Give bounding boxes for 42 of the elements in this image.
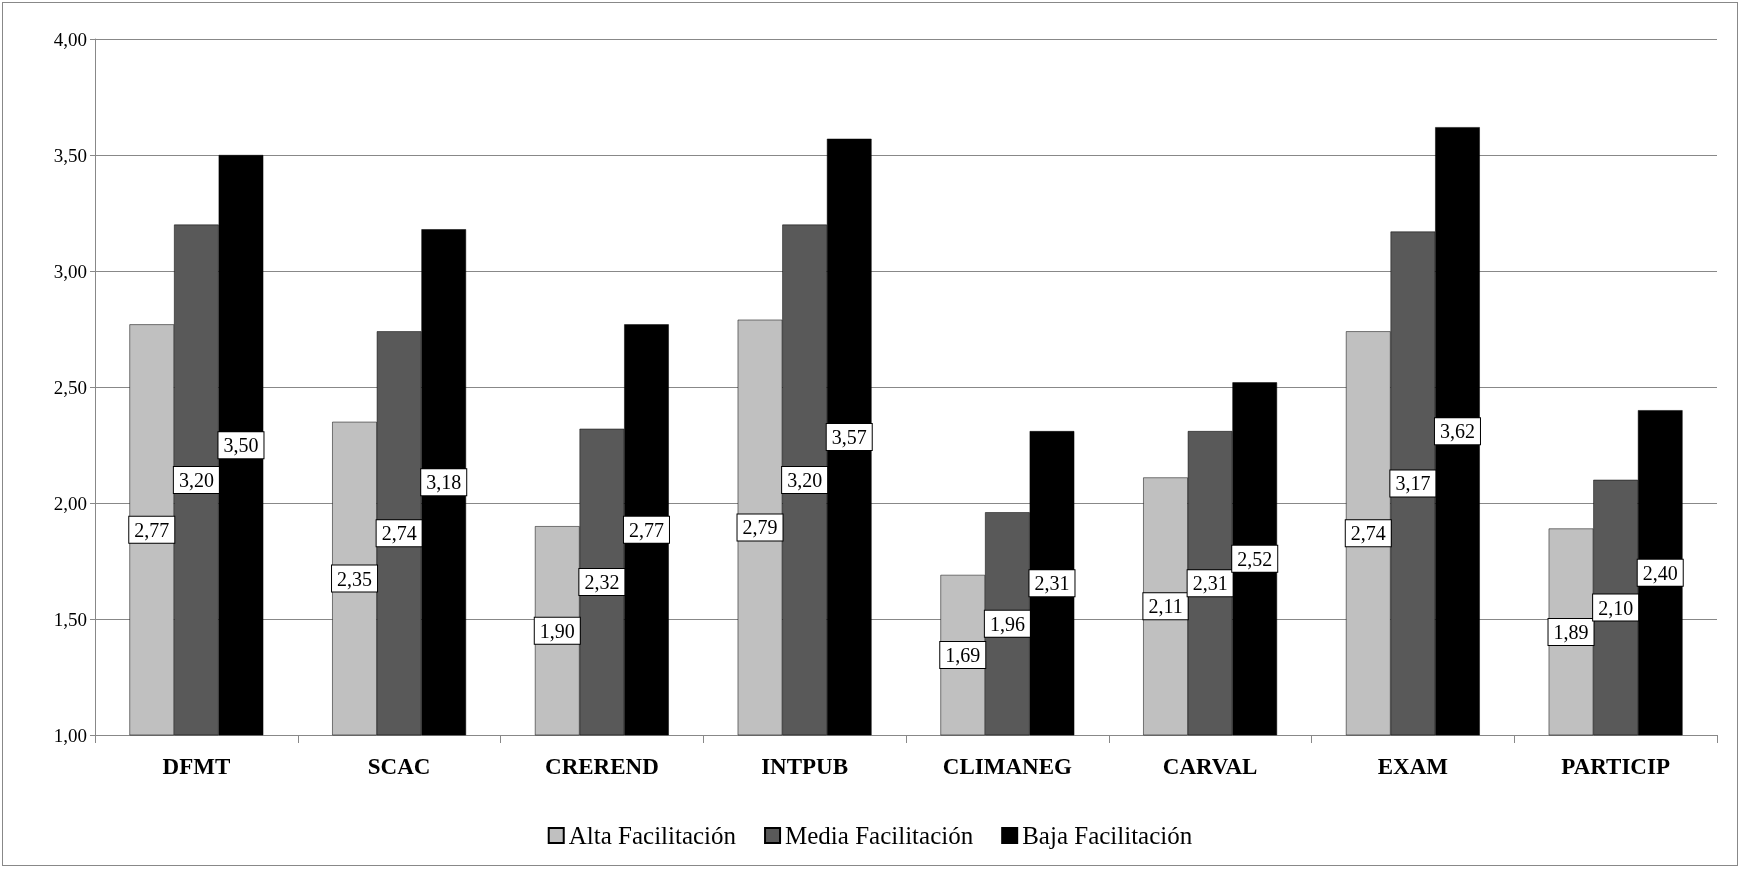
y-tick-label: 2,50 xyxy=(53,376,87,398)
data-label: 3,62 xyxy=(1439,420,1475,443)
x-tick-label: INTPUB xyxy=(761,754,849,779)
data-label: 2,77 xyxy=(628,518,664,541)
data-label: 2,52 xyxy=(1237,547,1273,570)
data-label: 1,89 xyxy=(1553,620,1589,643)
data-label: 3,57 xyxy=(831,426,867,449)
data-label: 3,18 xyxy=(426,471,462,494)
data-label: 3,17 xyxy=(1395,472,1431,495)
data-label: 2,74 xyxy=(381,522,417,545)
x-tick-label: EXAM xyxy=(1377,754,1449,779)
legend-label: Baja Facilitación xyxy=(1022,822,1193,849)
data-label: 2,10 xyxy=(1598,596,1634,619)
data-label: 2,32 xyxy=(584,571,620,594)
legend-label: Media Facilitación xyxy=(785,822,974,849)
x-tick-label: CREREND xyxy=(545,754,659,779)
data-label: 3,20 xyxy=(787,468,823,491)
y-tick-label: 3,50 xyxy=(53,144,87,166)
x-tick-label: PARTICIP xyxy=(1561,754,1670,779)
data-label: 2,31 xyxy=(1034,572,1070,595)
y-tick-label: 1,00 xyxy=(53,724,87,746)
y-tick-label: 1,50 xyxy=(53,608,87,630)
y-tick-label: 4,00 xyxy=(53,28,87,50)
x-tick-label: CARVAL xyxy=(1162,754,1258,779)
x-tick-label: DFMT xyxy=(162,754,231,779)
data-label: 2,31 xyxy=(1192,572,1228,595)
legend-label: Alta Facilitación xyxy=(568,822,737,849)
data-label: 3,20 xyxy=(178,468,214,491)
data-label: 2,74 xyxy=(1350,522,1386,545)
x-tick-label: SCAC xyxy=(367,754,431,779)
data-label: 2,79 xyxy=(742,516,778,539)
data-label: 1,96 xyxy=(989,612,1025,635)
data-label: 2,77 xyxy=(134,518,170,541)
y-tick-label: 2,00 xyxy=(53,492,87,514)
data-label: 2,40 xyxy=(1642,561,1678,584)
data-label: 1,90 xyxy=(539,619,575,642)
data-label: 3,50 xyxy=(223,434,259,457)
y-tick-label: 3,00 xyxy=(53,260,87,282)
data-label: 2,35 xyxy=(337,567,373,590)
x-tick-label: CLIMANEG xyxy=(942,754,1073,779)
data-label: 2,11 xyxy=(1148,595,1183,618)
data-label: 1,69 xyxy=(945,644,981,667)
